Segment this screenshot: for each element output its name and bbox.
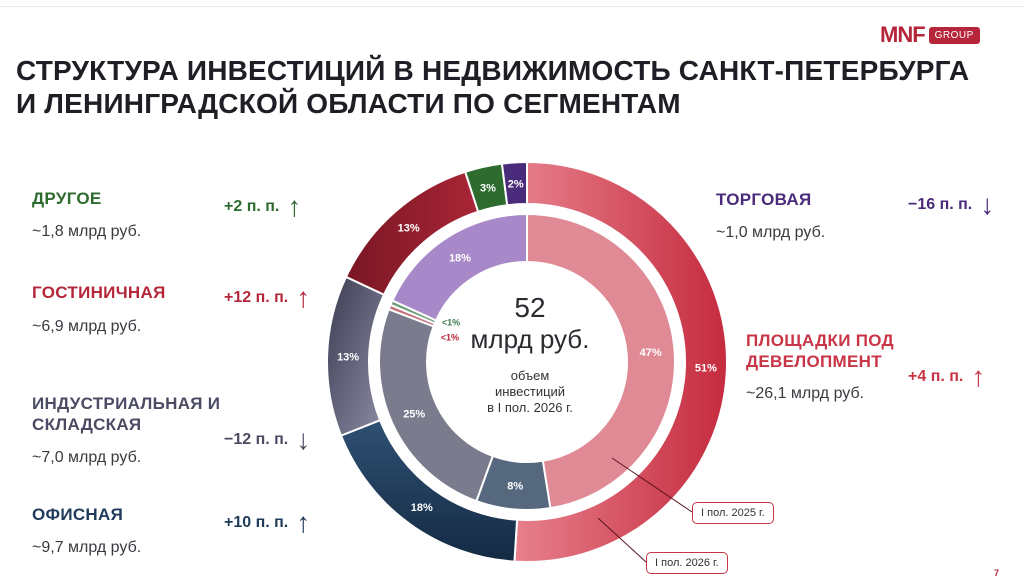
callout-leader-lines <box>597 457 693 563</box>
center-desc-line-1: объем <box>510 368 550 383</box>
center-description: объем инвестиций в I пол. 2026 г. <box>445 368 615 416</box>
segment-other-change-value: +2 п. п. <box>224 198 280 215</box>
segment-industrial-name-line-1: ИНДУСТРИАЛЬНАЯ И <box>32 394 221 413</box>
segment-other-amount: ~1,8 млрд руб. <box>32 223 142 240</box>
inner-label-other: <1% <box>442 318 460 328</box>
inner-label-office: 8% <box>507 480 523 492</box>
inner-ring-2025 <box>378 212 676 511</box>
title-line-2: И ЛЕНИНГРАДСКОЙ ОБЛАСТИ ПО СЕГМЕНТАМ <box>16 88 681 119</box>
top-divider <box>0 6 1024 7</box>
arrow-up-icon: ↑ <box>971 361 986 392</box>
segment-retail-name: ТОРГОВАЯ <box>716 190 812 209</box>
center-desc-line-3: в I пол. 2026 г. <box>487 400 573 415</box>
segment-industrial-name: ИНДУСТРИАЛЬНАЯ И СКЛАДСКАЯ <box>32 393 220 435</box>
segment-development-name: ПЛОЩАДКИ ПОД ДЕВЕЛОПМЕНТ <box>746 330 894 372</box>
segment-hotel-change-value: +12 п. п. <box>224 289 289 306</box>
center-desc-line-2: инвестиций <box>494 384 566 399</box>
arrow-down-icon: ↓ <box>980 189 995 220</box>
segment-development-amount: ~26,1 млрд руб. <box>746 385 865 402</box>
callout-outer-ring: I пол. 2026 г. <box>646 552 728 574</box>
inner-label-development: 47% <box>640 347 662 359</box>
outer-label-other: 3% <box>480 182 496 194</box>
segment-industrial-change-value: −12 п. п. <box>224 431 289 448</box>
page-number: 7 <box>994 568 1000 578</box>
arrow-up-icon: ↑ <box>296 282 311 313</box>
page-title: СТРУКТУРА ИНВЕСТИЦИЙ В НЕДВИЖИМОСТЬ САНК… <box>16 54 1006 120</box>
inner-label-industrial: 25% <box>403 409 425 421</box>
outer-slice-retail <box>500 160 528 207</box>
chart-data-labels: 51% 18% 13% 13% 3% 2% 47% 8% 25% <1% <1% 18% <box>337 178 717 513</box>
center-total-block: 52 млрд руб. объем инвестиций в I пол. 2… <box>445 292 615 416</box>
leader-inner <box>611 457 693 513</box>
segment-industrial-name-line-2: СКЛАДСКАЯ <box>32 415 142 434</box>
outer-label-industrial: 13% <box>337 351 359 363</box>
callout-inner-ring: I пол. 2025 г. <box>692 502 774 524</box>
outer-label-office: 18% <box>411 502 433 514</box>
segment-hotel-name: ГОСТИНИЧНАЯ <box>32 283 166 302</box>
segment-industrial-change: −12 п. п. ↓ <box>224 424 311 455</box>
segment-development-name-line-1: ПЛОЩАДКИ ПОД <box>746 331 894 350</box>
outer-label-development: 51% <box>695 363 717 375</box>
title-line-1: СТРУКТУРА ИНВЕСТИЦИЙ В НЕДВИЖИМОСТЬ САНК… <box>16 55 970 86</box>
segment-office-change-value: +10 п. п. <box>224 514 289 531</box>
logo-mark: MNF <box>880 22 926 47</box>
segment-retail-change-value: −16 п. п. <box>908 196 973 213</box>
segment-office-name: ОФИСНАЯ <box>32 505 124 524</box>
inner-label-hotel: <1% <box>441 332 459 342</box>
outer-slice-development <box>513 160 729 563</box>
inner-slice-development <box>526 212 676 510</box>
segment-hotel-change: +12 п. п. ↑ <box>224 282 311 313</box>
segment-other-change: +2 п. п. ↑ <box>224 191 302 222</box>
segment-other-name: ДРУГОЕ <box>32 189 102 208</box>
outer-ring-2026 <box>326 160 729 563</box>
segment-development-name-line-2: ДЕВЕЛОПМЕНТ <box>746 352 882 371</box>
leader-outer <box>597 517 647 563</box>
center-total-value: 52 <box>514 292 546 323</box>
segment-retail-amount: ~1,0 млрд руб. <box>716 224 826 241</box>
segment-development-change: +4 п. п. ↑ <box>908 361 986 392</box>
company-logo: MNF GROUP <box>880 22 980 47</box>
inner-slice-retail <box>391 212 528 322</box>
segment-office-change: +10 п. п. ↑ <box>224 507 311 538</box>
segment-office-amount: ~9,7 млрд руб. <box>32 539 142 556</box>
segment-industrial-amount: ~7,0 млрд руб. <box>32 449 142 466</box>
arrow-up-icon: ↑ <box>296 507 311 538</box>
outer-label-hotel: 13% <box>398 223 420 235</box>
arrow-down-icon: ↓ <box>296 424 311 455</box>
center-total-unit: млрд руб. <box>470 324 590 354</box>
arrow-up-icon: ↑ <box>287 191 302 222</box>
segment-hotel-amount: ~6,9 млрд руб. <box>32 318 142 335</box>
outer-label-retail: 2% <box>508 178 524 190</box>
segment-retail-change: −16 п. п. ↓ <box>908 189 995 220</box>
inner-label-retail: 18% <box>449 253 471 265</box>
segment-development-change-value: +4 п. п. <box>908 368 964 385</box>
logo-group-badge: GROUP <box>928 26 980 44</box>
